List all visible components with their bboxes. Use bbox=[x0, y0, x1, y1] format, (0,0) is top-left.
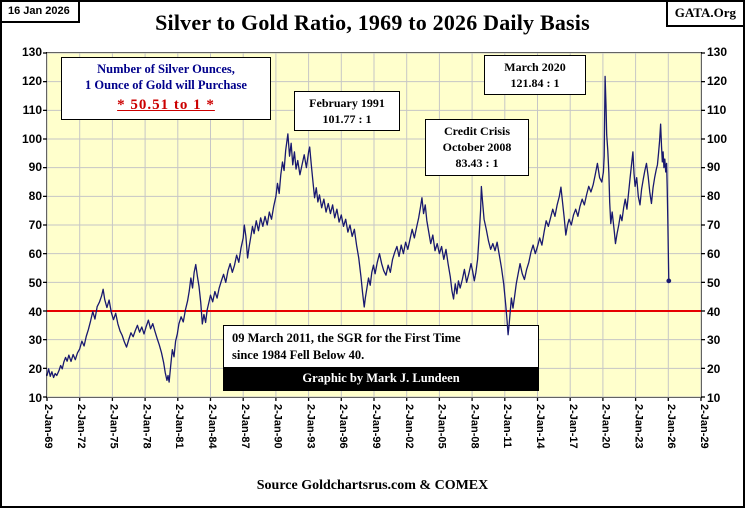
y-axis-label-right: 10 bbox=[707, 391, 721, 405]
y-axis-label-right: 40 bbox=[707, 304, 721, 319]
y-axis-label-right: 80 bbox=[707, 189, 721, 204]
y-axis-label-left: 40 bbox=[28, 304, 42, 319]
x-axis-label: 2-Jan-17 bbox=[566, 404, 579, 449]
current-ratio-value: * 50.51 to 1 * bbox=[117, 97, 215, 114]
y-axis-label-right: 120 bbox=[707, 73, 728, 88]
y-axis-label-left: 10 bbox=[28, 391, 42, 405]
y-axis-label-left: 120 bbox=[21, 73, 42, 88]
y-axis-label-right: 70 bbox=[707, 218, 721, 232]
x-axis-label: 2-Jan-20 bbox=[599, 404, 612, 449]
y-axis-label-left: 130 bbox=[21, 45, 42, 59]
x-axis-label: 2-Jan-93 bbox=[304, 404, 317, 449]
author-credit-box: Graphic by Mark J. Lundeen bbox=[223, 367, 539, 391]
y-axis-label-left: 20 bbox=[28, 362, 42, 377]
annotation-mar-2011-line2: since 1984 Fell Below 40. bbox=[232, 347, 365, 362]
y-axis-label-right: 30 bbox=[707, 333, 721, 348]
x-axis-label: 2-Jan-78 bbox=[140, 404, 153, 449]
y-axis-label-right: 130 bbox=[707, 45, 728, 59]
x-axis-label: 2-Jan-81 bbox=[173, 404, 186, 449]
x-axis-label: 2-Jan-23 bbox=[632, 404, 645, 449]
x-axis-label: 2-Jan-75 bbox=[107, 404, 120, 449]
annotation-feb-1991-value: 101.77 : 1 bbox=[322, 112, 372, 127]
annotation-mar-2011-line1: 09 March 2011, the SGR for the First Tim… bbox=[232, 331, 461, 345]
x-axis-label: 2-Jan-87 bbox=[238, 404, 251, 449]
x-axis-label: 2-Jan-69 bbox=[42, 404, 54, 449]
annotation-oct-2008-date: October 2008 bbox=[442, 140, 512, 155]
y-axis-label-right: 20 bbox=[707, 362, 721, 377]
y-axis-label-right: 60 bbox=[707, 246, 721, 261]
y-axis-label-left: 60 bbox=[28, 246, 42, 261]
y-axis-label-left: 30 bbox=[28, 333, 42, 348]
annotation-oct-2008: Credit Crisis October 2008 83.43 : 1 bbox=[425, 119, 529, 176]
x-axis-label: 2-Jan-14 bbox=[534, 404, 546, 449]
ratio-legend-box: Number of Silver Ounces, 1 Ounce of Gold… bbox=[61, 57, 271, 121]
page-title: Silver to Gold Ratio, 1969 to 2026 Daily… bbox=[155, 10, 590, 35]
x-axis-label: 2-Jan-29 bbox=[698, 404, 710, 449]
x-axis-label: 2-Jan-05 bbox=[435, 404, 448, 449]
x-axis-label: 2-Jan-11 bbox=[501, 404, 514, 449]
x-axis-label: 2-Jan-72 bbox=[74, 404, 87, 449]
annotation-oct-2008-title: Credit Crisis bbox=[443, 124, 511, 138]
annotation-mar-2020-date: March 2020 bbox=[504, 60, 566, 74]
y-axis-label-right: 50 bbox=[707, 275, 721, 290]
y-axis-label-right: 110 bbox=[707, 102, 727, 117]
y-axis-label-right: 90 bbox=[707, 160, 721, 175]
gata-org-logo: GATA.Org bbox=[665, 2, 743, 27]
date-badge: 16 Jan 2026 bbox=[2, 2, 80, 23]
x-axis-label: 2-Jan-99 bbox=[370, 404, 382, 449]
y-axis-label-left: 50 bbox=[28, 275, 42, 290]
x-axis-label: 2-Jan-90 bbox=[271, 404, 284, 449]
annotation-feb-1991: February 1991 101.77 : 1 bbox=[294, 91, 400, 132]
legend-line1: Number of Silver Ounces, bbox=[97, 62, 235, 76]
x-axis-label: 2-Jan-96 bbox=[337, 404, 350, 449]
plot-area: Number of Silver Ounces, 1 Ounce of Gold… bbox=[43, 52, 705, 401]
annotation-oct-2008-value: 83.43 : 1 bbox=[455, 156, 499, 171]
y-axis-label-left: 110 bbox=[22, 102, 42, 117]
last-point-marker bbox=[666, 278, 672, 284]
annotation-mar-2020: March 2020 121.84 : 1 bbox=[484, 55, 586, 96]
annotation-mar-2020-value: 121.84 : 1 bbox=[510, 76, 560, 91]
annotation-mar-2011: 09 March 2011, the SGR for the First Tim… bbox=[223, 325, 539, 369]
x-axis-label: 2-Jan-26 bbox=[665, 404, 678, 449]
annotation-feb-1991-date: February 1991 bbox=[309, 96, 385, 110]
y-axis-label-right: 100 bbox=[707, 131, 728, 146]
y-axis-label-left: 100 bbox=[21, 131, 42, 146]
source-credit: Source Goldchartsrus.com & COMEX bbox=[256, 478, 489, 493]
x-axis-label: 2-Jan-84 bbox=[206, 404, 218, 449]
y-axis-label-left: 90 bbox=[28, 160, 42, 175]
legend-line2: 1 Ounce of Gold will Purchase bbox=[85, 77, 247, 92]
x-axis-label: 2-Jan-08 bbox=[468, 404, 481, 449]
y-axis-label-left: 80 bbox=[28, 189, 42, 204]
x-axis-label: 2-Jan-02 bbox=[402, 404, 415, 449]
y-axis-label-left: 70 bbox=[28, 218, 42, 232]
